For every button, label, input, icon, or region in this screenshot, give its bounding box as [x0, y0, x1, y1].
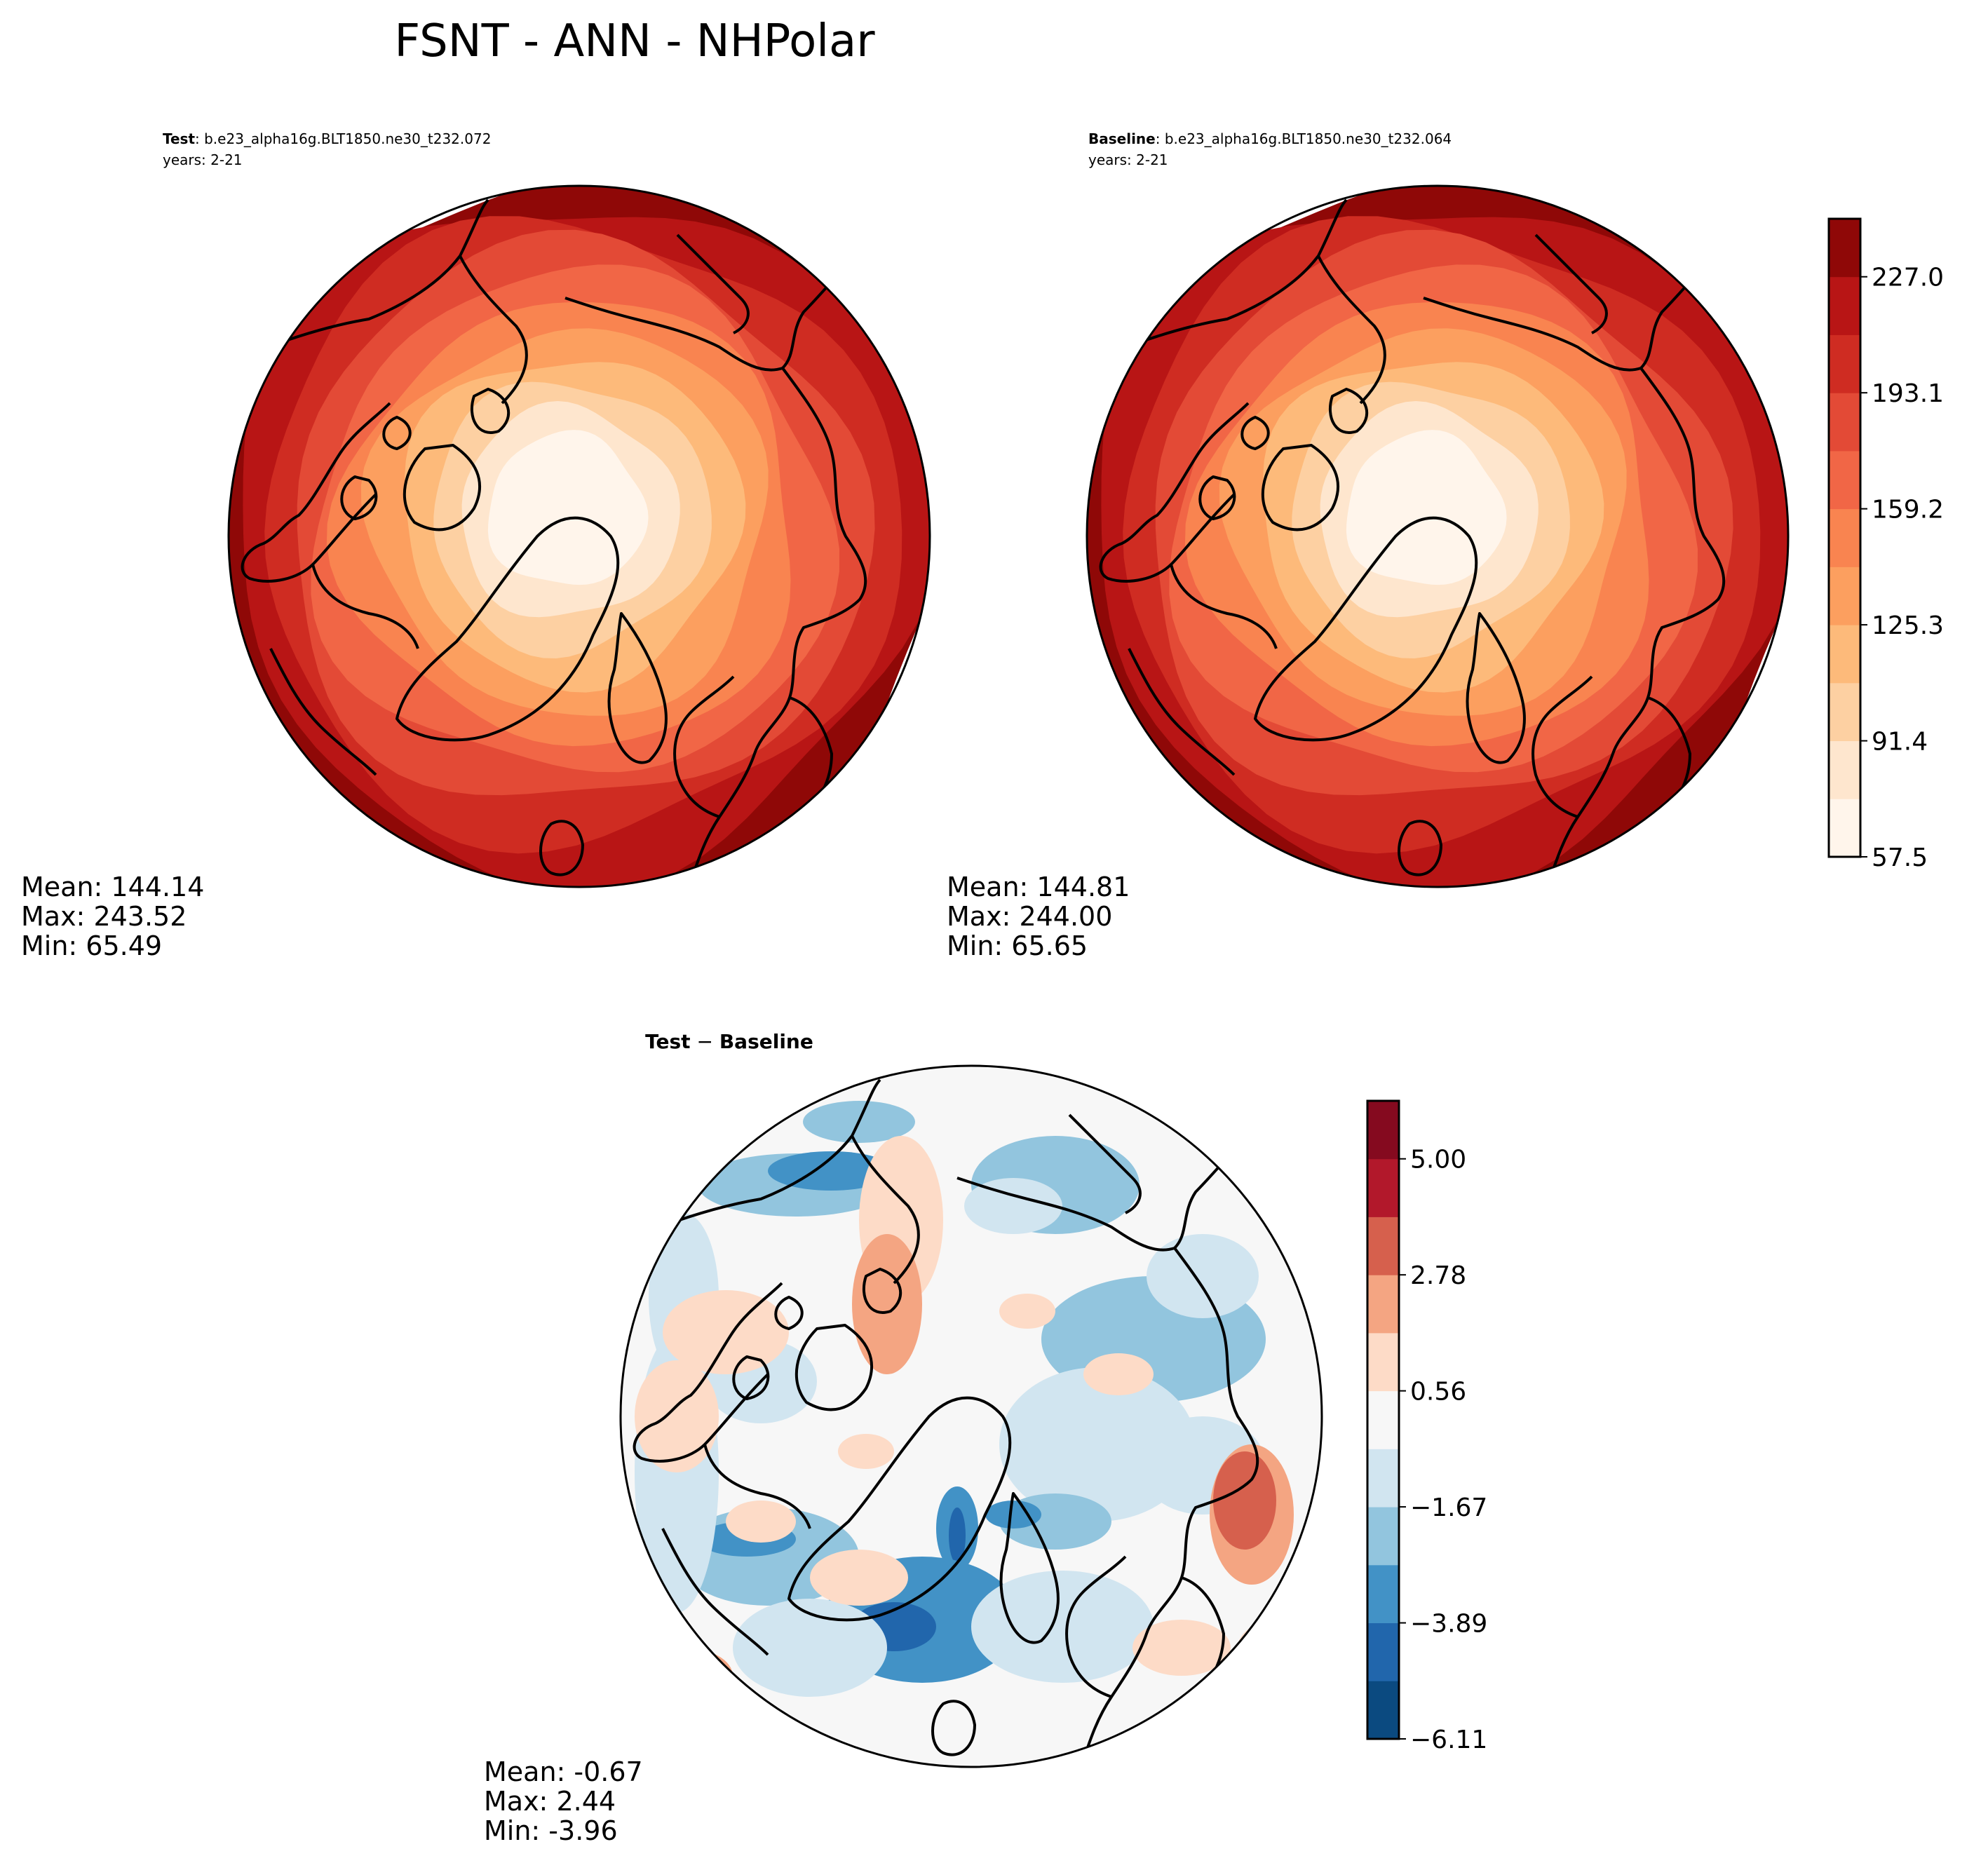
contour-blob — [985, 1500, 1041, 1529]
stats-difference-max: Max: 2.44 — [484, 1786, 616, 1817]
colorbar-main-segment — [1829, 740, 1860, 799]
stats-difference-min: Min: -3.96 — [484, 1815, 618, 1846]
contour-blob — [971, 1571, 1154, 1683]
map-difference-boundary — [619, 1064, 1323, 1768]
colorbar-difference-segment — [1367, 1275, 1399, 1334]
colorbar-main-outline — [1827, 217, 1862, 858]
colorbar-difference-segment — [1367, 1158, 1399, 1217]
colorbar-difference-tick-label: −3.89 — [1410, 1610, 1487, 1639]
stats-baseline-max: Max: 244.00 — [947, 901, 1112, 932]
panel-baseline-title: Baseline: b.e23_alpha16g.BLT1850.ne30_t2… — [1088, 130, 1452, 147]
panel-baseline-years: years: 2-21 — [1088, 151, 1168, 168]
map-baseline-boundary — [1086, 184, 1790, 888]
contour-blob — [677, 1667, 733, 1698]
colorbar-difference-tick-label: −6.11 — [1410, 1726, 1487, 1754]
colorbar-difference: −6.11 −3.89 −1.67 0.56 2.78 5.00 — [1366, 1099, 1487, 1754]
contour-blob — [999, 1294, 1055, 1329]
panel-difference-title-bold2: Baseline — [719, 1030, 813, 1053]
map-difference — [621, 1066, 1322, 1767]
colorbar-difference-tick-label: 2.78 — [1410, 1261, 1466, 1290]
stats-baseline-mean: Mean: 144.81 — [947, 872, 1130, 902]
contour-blob — [1213, 1451, 1276, 1550]
panel-test-title-rest: : b.e23_alpha16g.BLT1850.ne30_t232.072 — [195, 130, 491, 147]
stats-test-max: Max: 243.52 — [21, 901, 187, 932]
contour-blob — [810, 1550, 908, 1606]
panel-baseline-title-rest: : b.e23_alpha16g.BLT1850.ne30_t232.064 — [1156, 130, 1452, 147]
panel-difference-title-bold: Test — [645, 1030, 690, 1053]
colorbar-difference-segment — [1367, 1564, 1399, 1623]
map-test — [229, 186, 930, 887]
colorbar-difference-segment — [1367, 1390, 1399, 1449]
colorbar-main-tick-label: 57.5 — [1872, 843, 1928, 872]
colorbar-difference-tick-label: −1.67 — [1410, 1493, 1487, 1522]
figure-title: FSNT - ANN - NHPolar — [394, 15, 875, 67]
colorbar-main-tick-label: 193.1 — [1872, 379, 1944, 408]
colorbar-main-segment — [1829, 276, 1860, 335]
panel-baseline-title-bold: Baseline — [1088, 130, 1156, 147]
stats-test-min: Min: 65.49 — [21, 930, 162, 961]
colorbar-difference-outline — [1366, 1099, 1400, 1740]
colorbar-main-segment — [1829, 508, 1860, 567]
contour-blob — [635, 1648, 733, 1704]
contour-blob — [663, 1290, 789, 1374]
panel-test-title-bold: Test — [163, 130, 195, 147]
map-baseline-fill — [1087, 186, 1788, 887]
colorbar-main-tick-label: 159.2 — [1872, 496, 1944, 524]
stats-test: Mean: 144.14 Max: 243.52 Min: 65.49 — [21, 872, 204, 961]
stats-baseline-min: Min: 65.65 — [947, 930, 1088, 961]
colorbar-difference-segment — [1367, 1332, 1399, 1392]
panel-test: Test: b.e23_alpha16g.BLT1850.ne30_t232.0… — [21, 130, 931, 961]
colorbar-difference-segment — [1367, 1449, 1399, 1507]
colorbar-main-segment — [1829, 567, 1860, 625]
map-baseline — [1087, 186, 1788, 887]
panel-baseline: Baseline: b.e23_alpha16g.BLT1850.ne30_t2… — [947, 130, 1944, 961]
panel-difference-title-rest: − — [691, 1030, 719, 1053]
contour-blob — [1132, 1620, 1231, 1676]
colorbar-main: 57.5 91.4 125.3 159.2 193.1 227.0 — [1827, 217, 1944, 872]
colorbar-difference-segment — [1367, 1101, 1399, 1160]
stats-difference-mean: Mean: -0.67 — [484, 1756, 643, 1787]
colorbar-main-segment — [1829, 450, 1860, 510]
colorbar-main-segment — [1829, 799, 1860, 858]
contour-blob — [1147, 1234, 1259, 1318]
panel-difference-title: Test − Baseline — [645, 1030, 813, 1053]
colorbar-difference-segment — [1367, 1622, 1399, 1681]
colorbar-difference-tick-label: 0.56 — [1410, 1378, 1466, 1407]
contour-blob — [964, 1178, 1062, 1234]
contour-blob — [852, 1234, 922, 1374]
colorbar-difference-segment — [1367, 1681, 1399, 1740]
stats-difference: Mean: -0.67 Max: 2.44 Min: -3.96 — [484, 1756, 643, 1846]
panel-test-title: Test: b.e23_alpha16g.BLT1850.ne30_t232.0… — [163, 130, 491, 147]
stats-test-mean: Mean: 144.14 — [21, 872, 204, 902]
contour-blob — [1083, 1353, 1154, 1395]
contour-blob — [726, 1500, 796, 1543]
map-test-fill — [229, 186, 930, 887]
contour-blob — [733, 1599, 887, 1697]
contour-blob — [949, 1507, 966, 1564]
colorbar-main-segment — [1829, 334, 1860, 393]
colorbar-main-segment — [1829, 682, 1860, 741]
colorbar-main-segment — [1829, 219, 1860, 278]
panel-difference: Test − Baseline Mean: -0.67 Max: 2.44 Mi… — [484, 1030, 1487, 1846]
map-test-boundary — [227, 184, 931, 888]
colorbar-main-tick-label: 125.3 — [1872, 611, 1944, 640]
colorbar-main-tick-label: 91.4 — [1872, 728, 1928, 757]
panel-test-years: years: 2-21 — [163, 151, 243, 168]
colorbar-main-tick-label: 227.0 — [1872, 264, 1944, 292]
colorbar-difference-tick-label: 5.00 — [1410, 1146, 1466, 1174]
contour-blob — [838, 1434, 894, 1469]
colorbar-difference-segment — [1367, 1507, 1399, 1566]
colorbar-main-segment — [1829, 393, 1860, 452]
colorbar-difference-segment — [1367, 1217, 1399, 1275]
colorbar-main-segment — [1829, 625, 1860, 684]
stats-baseline: Mean: 144.81 Max: 244.00 Min: 65.65 — [947, 872, 1130, 961]
map-difference-fill — [635, 1101, 1322, 1704]
